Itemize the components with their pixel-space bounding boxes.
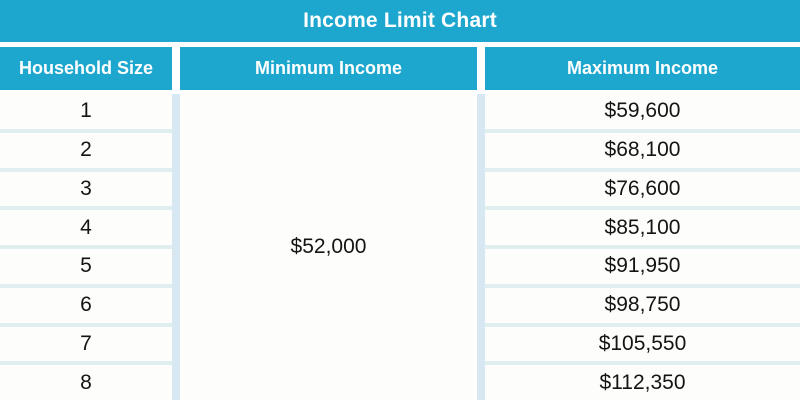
maximum-income-cell: $91,950 <box>485 249 800 284</box>
household-size-cell: 3 <box>0 171 172 207</box>
maximum-income-cell: $59,600 <box>485 94 800 129</box>
row-separator <box>0 245 172 249</box>
row-separator <box>485 245 800 249</box>
header-column-divider <box>477 47 485 90</box>
body-column-divider <box>172 94 180 400</box>
row-separator <box>485 167 800 172</box>
maximum-income-column: $59,600 $68,100 $76,600 $85,100 $91,950 … <box>485 94 800 400</box>
chart-title: Income Limit Chart <box>303 9 497 32</box>
chart-title-bar: Income Limit Chart <box>0 0 800 42</box>
household-size-cell: 4 <box>0 210 172 245</box>
maximum-income-cell: $76,600 <box>485 171 800 207</box>
maximum-income-cell: $112,350 <box>485 365 800 400</box>
row-separator <box>485 361 800 366</box>
header-body-divider <box>0 90 800 94</box>
minimum-income-column: $52,000 <box>180 94 477 400</box>
row-separator <box>0 361 172 366</box>
row-separator <box>0 283 172 288</box>
household-size-cell: 6 <box>0 287 172 323</box>
header-column-divider <box>172 47 180 90</box>
column-header-household-size: Household Size <box>0 47 172 90</box>
household-size-cell: 2 <box>0 132 172 168</box>
minimum-income-merged-cell: $52,000 <box>180 94 477 400</box>
row-separator <box>0 128 172 133</box>
title-header-divider <box>0 42 800 47</box>
row-separator <box>485 322 800 327</box>
maximum-income-cell: $105,550 <box>485 326 800 362</box>
maximum-income-cell: $98,750 <box>485 287 800 323</box>
household-size-column: 1 2 3 4 5 6 7 8 <box>0 94 172 400</box>
maximum-income-cell: $85,100 <box>485 210 800 245</box>
household-size-cell: 8 <box>0 365 172 400</box>
household-size-cell: 7 <box>0 326 172 362</box>
table-body: 1 2 3 4 5 6 7 8 $52,000 $59,600 $68,100 <box>0 94 800 400</box>
household-size-cell: 1 <box>0 94 172 129</box>
body-column-divider <box>477 94 485 400</box>
row-separator <box>0 322 172 327</box>
column-header-minimum-income: Minimum Income <box>180 47 477 90</box>
row-separator <box>0 206 172 211</box>
column-header-maximum-income: Maximum Income <box>485 47 800 90</box>
row-separator <box>485 206 800 211</box>
table-header-row: Household Size Minimum Income Maximum In… <box>0 47 800 90</box>
household-size-cell: 5 <box>0 249 172 284</box>
row-separator <box>485 128 800 133</box>
row-separator <box>0 167 172 172</box>
row-separator <box>485 283 800 288</box>
maximum-income-cell: $68,100 <box>485 132 800 168</box>
